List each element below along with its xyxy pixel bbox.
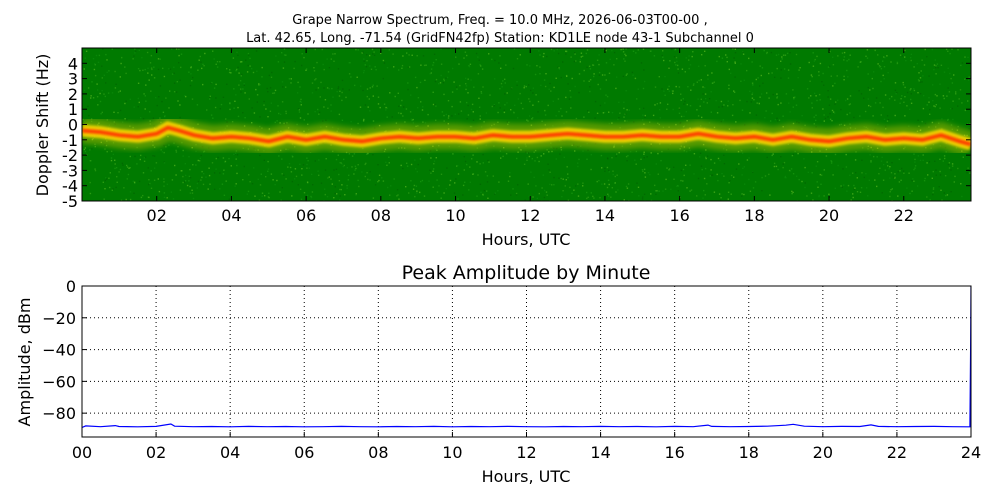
page-title-line-1: Grape Narrow Spectrum, Freq. = 10.0 MHz,… <box>292 13 708 28</box>
amplitude-x-tick-label: 18 <box>739 443 759 462</box>
amplitude-y-tick-label: −40 <box>42 341 76 360</box>
spectrogram-y-tick-label: 1 <box>68 100 78 119</box>
spectrogram-x-tick-label: 12 <box>520 206 540 225</box>
amplitude-y-tick-label: 0 <box>66 277 76 296</box>
spectrogram-x-tick-label: 04 <box>221 206 241 225</box>
amplitude-x-ticks: 00 02 04 06 08 10 12 14 16 18 20 22 24 <box>72 432 981 462</box>
spectrogram-x-tick-label: 14 <box>595 206 615 225</box>
spectrogram-y-tick-label: -3 <box>62 161 78 180</box>
spectrogram-y-tick-label: -5 <box>62 192 78 211</box>
spectrogram-y-tick-label: 4 <box>68 54 78 73</box>
spectrogram-x-tick-label: 22 <box>894 206 914 225</box>
amplitude-grid <box>82 286 971 437</box>
amplitude-x-tick-label: 16 <box>664 443 684 462</box>
amplitude-y-tick-label: −20 <box>42 309 76 328</box>
amplitude-chart-title: Peak Amplitude by Minute <box>402 262 651 284</box>
amplitude-x-tick-label: 14 <box>590 443 610 462</box>
amplitude-x-tick-label: 24 <box>961 443 981 462</box>
spectrogram-x-tick-label: 18 <box>744 206 764 225</box>
spectrogram-x-tick-label: 08 <box>371 206 391 225</box>
page-title-line-2: Lat. 42.65, Long. -71.54 (GridFN42fp) St… <box>246 31 754 46</box>
amplitude-x-tick-label: 00 <box>72 443 92 462</box>
signal-core <box>82 125 971 147</box>
spectrogram-y-tick-label: 3 <box>68 70 78 89</box>
spectrogram-y-tick-label: -1 <box>62 131 78 150</box>
spectrogram-x-tick-label: 10 <box>445 206 465 225</box>
amplitude-panel: Peak Amplitude by Minute 00 02 04 06 08 10 12 1… <box>15 262 981 486</box>
spectrogram-y-tick-label: -4 <box>62 177 78 196</box>
amplitude-series-line <box>82 286 971 429</box>
spectrogram-x-axis-label: Hours, UTC <box>482 230 571 249</box>
amplitude-x-tick-label: 20 <box>813 443 833 462</box>
spectrogram-x-tick-label: 06 <box>296 206 316 225</box>
amplitude-x-tick-label: 06 <box>294 443 314 462</box>
spectrogram-x-tick-label: 02 <box>147 206 167 225</box>
amplitude-y-axis-label: Amplitude, dBm <box>15 298 34 427</box>
spectrogram-x-tick-label: 16 <box>669 206 689 225</box>
amplitude-x-tick-label: 22 <box>887 443 907 462</box>
amplitude-x-tick-label: 08 <box>368 443 388 462</box>
amplitude-y-tick-label: −60 <box>42 372 76 391</box>
spectrogram-y-tick-label: -2 <box>62 146 78 165</box>
amplitude-y-tick-label: −80 <box>42 404 76 423</box>
spectrogram-signal <box>82 113 971 157</box>
amplitude-x-tick-label: 12 <box>516 443 536 462</box>
spectrogram-x-tick-label: 20 <box>819 206 839 225</box>
amplitude-x-axis-label: Hours, UTC <box>482 467 571 486</box>
spectrogram-y-axis-label: Doppler Shift (Hz) <box>33 54 52 197</box>
spectrogram-y-tick-label: 0 <box>68 116 78 135</box>
amplitude-x-tick-label: 10 <box>442 443 462 462</box>
amplitude-x-tick-label: 04 <box>220 443 240 462</box>
amplitude-y-ticks: 0 −20 −40 −60 −80 <box>42 277 87 423</box>
amplitude-x-tick-label: 02 <box>146 443 166 462</box>
spectrogram-y-tick-label: 2 <box>68 85 78 104</box>
spectrogram-x-ticks: 02 04 06 08 10 12 14 16 18 20 22 <box>147 48 914 225</box>
